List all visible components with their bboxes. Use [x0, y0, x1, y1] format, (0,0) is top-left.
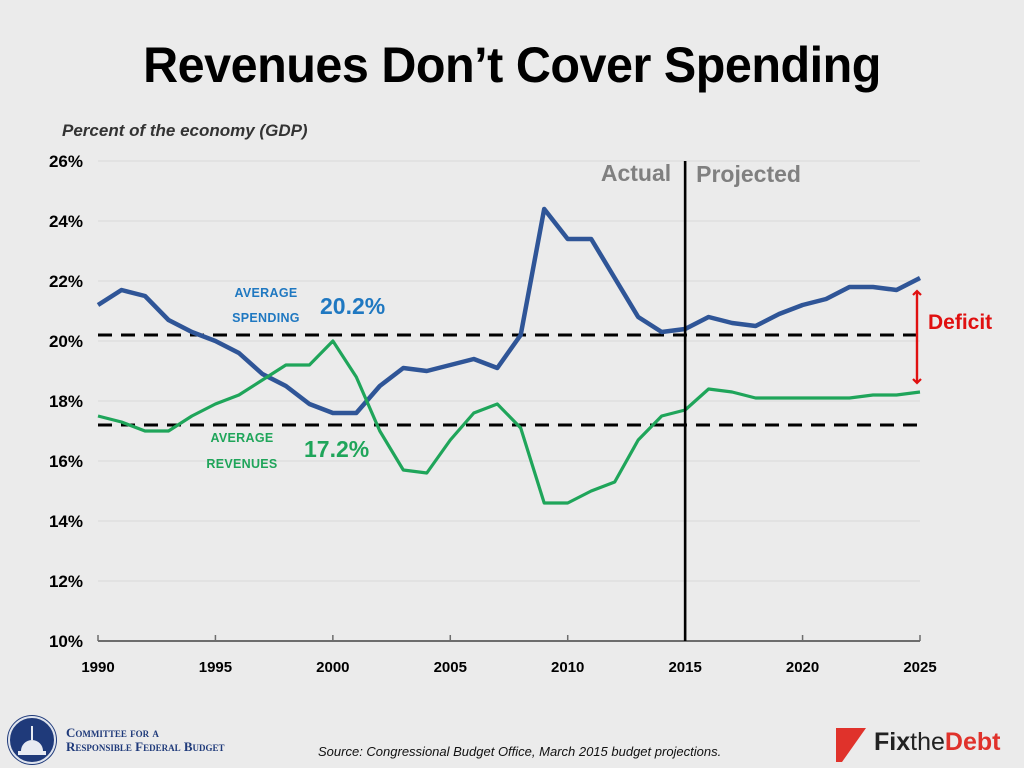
brand-fix: Fix — [874, 727, 911, 756]
average-label: SPENDING — [232, 311, 300, 325]
brand-debt: Debt — [944, 727, 1001, 756]
line-chart: 10% 12% 14% 16% 18% 20% 22% 24% 26% 1990 1995 2000… — [49, 152, 992, 676]
average-label: AVERAGE — [211, 431, 274, 445]
average-label: REVENUES — [206, 457, 277, 471]
average-value: 17.2% — [304, 436, 369, 462]
x-tick-label: 2005 — [434, 659, 467, 676]
y-tick-label: 10% — [49, 632, 83, 651]
y-tick-label: 22% — [49, 272, 83, 291]
capitol-dome-icon — [8, 716, 56, 764]
y-axis-ticks: 10% 12% 14% 16% 18% 20% 22% 24% 26% — [49, 152, 83, 651]
crfb-name-line1: Committee for a — [66, 725, 159, 740]
y-tick-label: 12% — [49, 572, 83, 591]
y-tick-label: 16% — [49, 452, 83, 471]
y-tick-label: 24% — [49, 212, 83, 231]
projected-label: Projected — [696, 161, 801, 187]
deficit-annotation: Deficit — [912, 289, 992, 385]
x-tick-label: 2020 — [786, 659, 819, 676]
x-tick-label: 1995 — [199, 659, 232, 676]
crfb-name: Committee for a Responsible Federal Budg… — [66, 726, 225, 754]
actual-label: Actual — [601, 160, 671, 186]
x-tick-label: 2000 — [316, 659, 349, 676]
average-lines: AVERAGE SPENDING 20.2% AVERAGE REVENUES 17.2% — [98, 286, 920, 471]
x-tick-label: 2015 — [668, 659, 701, 676]
y-tick-label: 20% — [49, 332, 83, 351]
flag-icon — [836, 724, 866, 762]
crfb-logo: Committee for a Responsible Federal Budg… — [8, 715, 225, 765]
crfb-name-line2: Responsible Federal Budget — [66, 739, 225, 754]
series-lines — [96, 206, 922, 505]
deficit-label: Deficit — [928, 311, 992, 334]
source-note: Source: Congressional Budget Office, Mar… — [318, 744, 722, 759]
y-tick-label: 14% — [49, 512, 83, 531]
average-label: AVERAGE — [235, 286, 298, 300]
gridlines — [98, 160, 920, 582]
slide-title: Revenues Don’t Cover Spending — [143, 37, 881, 93]
average-value: 20.2% — [320, 293, 385, 319]
fix-the-debt-logo: FixtheDebt — [836, 724, 1001, 762]
y-tick-label: 26% — [49, 152, 83, 171]
revenues-line — [97, 339, 921, 505]
x-tick-label: 1990 — [81, 659, 114, 676]
x-axis: 1990 1995 2000 2005 2010 2015 2020 2025 — [81, 635, 937, 676]
x-tick-label: 2025 — [903, 659, 936, 676]
y-axis-title: Percent of the economy (GDP) — [62, 121, 308, 140]
actual-projected-divider: Actual Projected — [601, 160, 801, 641]
x-tick-label: 2010 — [551, 659, 584, 676]
y-tick-label: 18% — [49, 392, 83, 411]
spending-line — [96, 206, 922, 416]
brand-the: the — [910, 727, 945, 756]
